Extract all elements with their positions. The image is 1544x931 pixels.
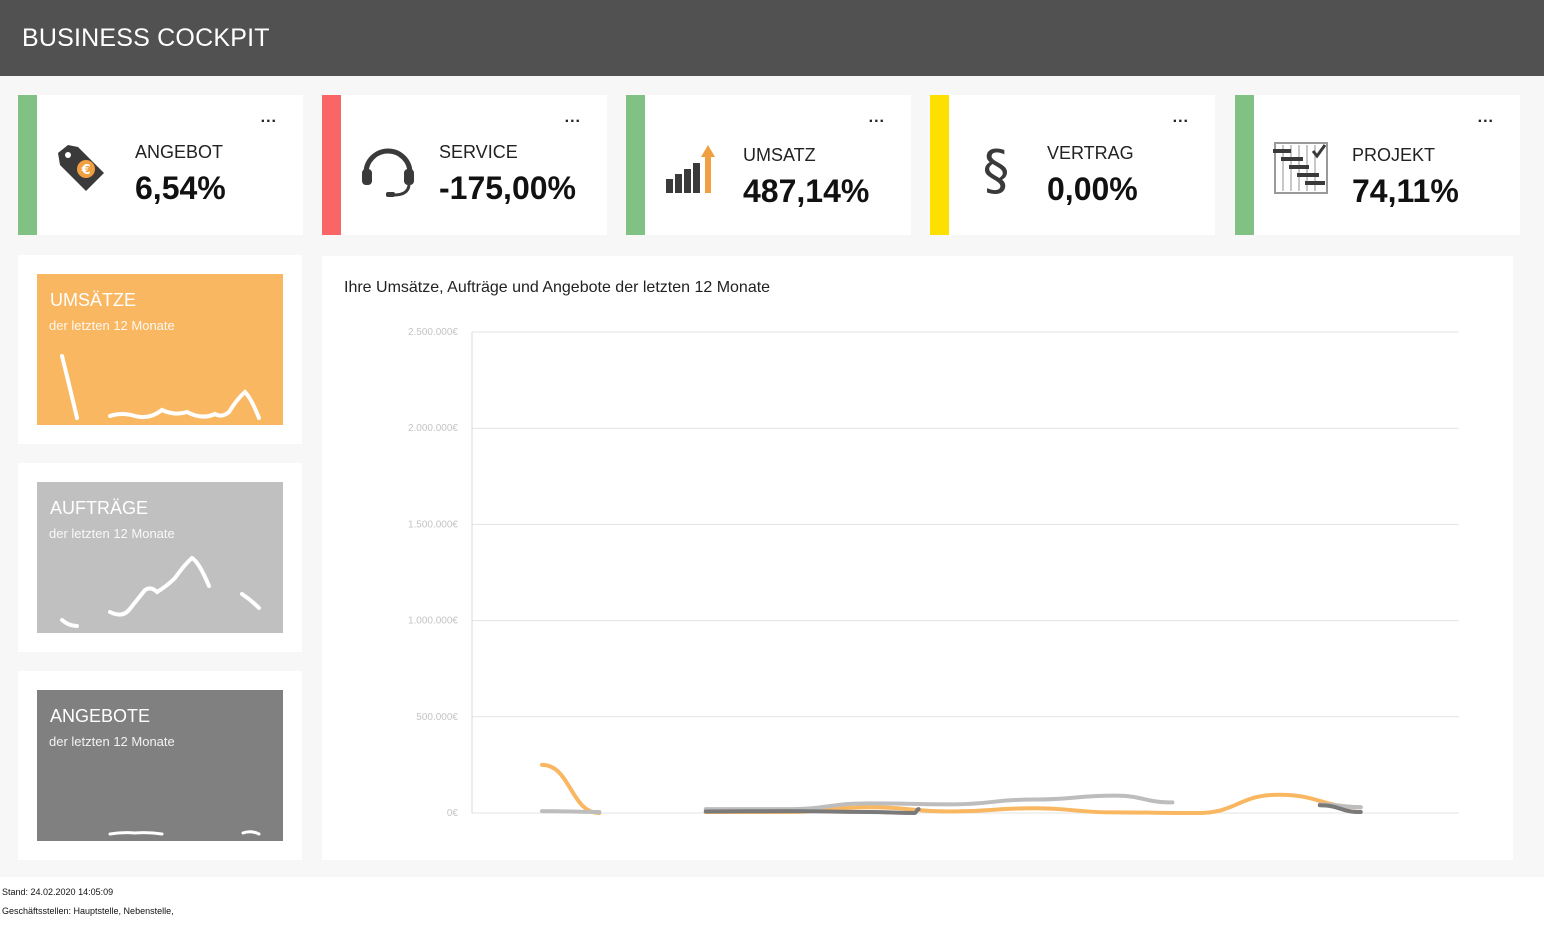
kpi-label: VERTRAG <box>1047 143 1134 163</box>
tile-subtitle: der letzten 12 Monate <box>49 526 175 541</box>
y-tick-label: 2.500.000€ <box>408 327 458 338</box>
tile-subtitle: der letzten 12 Monate <box>49 318 175 333</box>
series-line-angebote <box>703 807 921 816</box>
kpi-value: 6,54% <box>135 170 226 206</box>
dashboard-content: € ANGEBOT 6,54% ... SERVICE -175,00% ... <box>0 76 1544 877</box>
y-tick-label: 2.000.000€ <box>408 423 458 434</box>
series-line-auftraege <box>540 809 602 815</box>
line-chart: 0€ 500.000€ 1.000.000€ 1.500.000€ 2.000.000€… <box>408 327 1459 819</box>
sparkline-umsaetze <box>60 354 261 420</box>
kpi-card-vertrag[interactable]: § VERTRAG 0,00% ... <box>930 95 1215 235</box>
y-tick-label: 0€ <box>447 808 459 819</box>
kpi-value: 0,00% <box>1047 171 1138 207</box>
sparkline-angebote <box>108 830 261 836</box>
kpi-card-angebot[interactable]: € ANGEBOT 6,54% ... <box>18 95 303 235</box>
status-bar <box>322 95 341 235</box>
growth-chart-icon <box>662 139 722 199</box>
tile-panel-angebote: ANGEBOTE der letzten 12 Monate <box>18 671 302 860</box>
chart-title: Ihre Umsätze, Aufträge und Angebote der … <box>344 279 771 296</box>
tile-umsaetze[interactable]: UMSÄTZE der letzten 12 Monate <box>37 274 283 425</box>
status-bar <box>1235 95 1254 235</box>
series-line-auftraege <box>703 793 1175 812</box>
paragraph-icon: § <box>966 139 1026 202</box>
app-header: BUSINESS COCKPIT <box>0 0 1544 76</box>
y-tick-label: 1.000.000€ <box>408 616 458 627</box>
kpi-card-umsatz[interactable]: UMSATZ 487,14% ... <box>626 95 911 235</box>
more-menu-icon[interactable]: ... <box>1172 109 1189 126</box>
more-menu-icon[interactable]: ... <box>260 109 277 126</box>
gantt-icon <box>1271 139 1331 199</box>
tile-subtitle: der letzten 12 Monate <box>49 734 175 749</box>
y-tick-label: 500.000€ <box>416 712 458 723</box>
price-tag-icon: € <box>54 139 114 199</box>
sparkline-auftraege <box>60 555 261 628</box>
kpi-value: 487,14% <box>743 173 870 209</box>
kpi-value: 74,11% <box>1352 173 1459 209</box>
tile-auftraege[interactable]: AUFTRÄGE der letzten 12 Monate <box>37 482 283 633</box>
series-line-umsaetze <box>540 762 602 815</box>
svg-text:§: § <box>983 139 1010 199</box>
status-bar <box>18 95 37 235</box>
footer-timestamp: Stand: 24.02.2020 14:05:09 <box>2 887 114 897</box>
tile-title: UMSÄTZE <box>50 290 137 310</box>
more-menu-icon[interactable]: ... <box>564 109 581 126</box>
series-line-angebote <box>1317 803 1363 815</box>
kpi-label: SERVICE <box>439 142 518 162</box>
more-menu-icon[interactable]: ... <box>868 109 885 126</box>
kpi-label: UMSATZ <box>743 145 816 165</box>
tile-panel-umsaetze: UMSÄTZE der letzten 12 Monate <box>18 255 302 444</box>
tile-title: AUFTRÄGE <box>50 498 149 518</box>
y-tick-label: 1.500.000€ <box>408 519 458 530</box>
more-menu-icon[interactable]: ... <box>1477 109 1494 126</box>
svg-text:€: € <box>80 163 90 178</box>
kpi-card-service[interactable]: SERVICE -175,00% ... <box>322 95 607 235</box>
chart-panel: Ihre Umsätze, Aufträge und Angebote der … <box>322 256 1513 860</box>
kpi-label: PROJEKT <box>1352 145 1436 165</box>
kpi-value: -175,00% <box>439 170 576 206</box>
kpi-card-projekt[interactable]: PROJEKT 74,11% ... <box>1235 95 1520 235</box>
page-title: BUSINESS COCKPIT <box>22 24 270 52</box>
tile-angebote[interactable]: ANGEBOTE der letzten 12 Monate <box>37 690 283 841</box>
status-bar <box>930 95 949 235</box>
headset-icon <box>358 139 418 199</box>
kpi-label: ANGEBOT <box>135 142 224 162</box>
tile-title: ANGEBOTE <box>50 706 151 726</box>
status-bar <box>626 95 645 235</box>
tile-panel-auftraege: AUFTRÄGE der letzten 12 Monate <box>18 463 302 652</box>
footer-branches: Geschäftsstellen: Hauptstelle, Nebenstel… <box>2 906 174 916</box>
